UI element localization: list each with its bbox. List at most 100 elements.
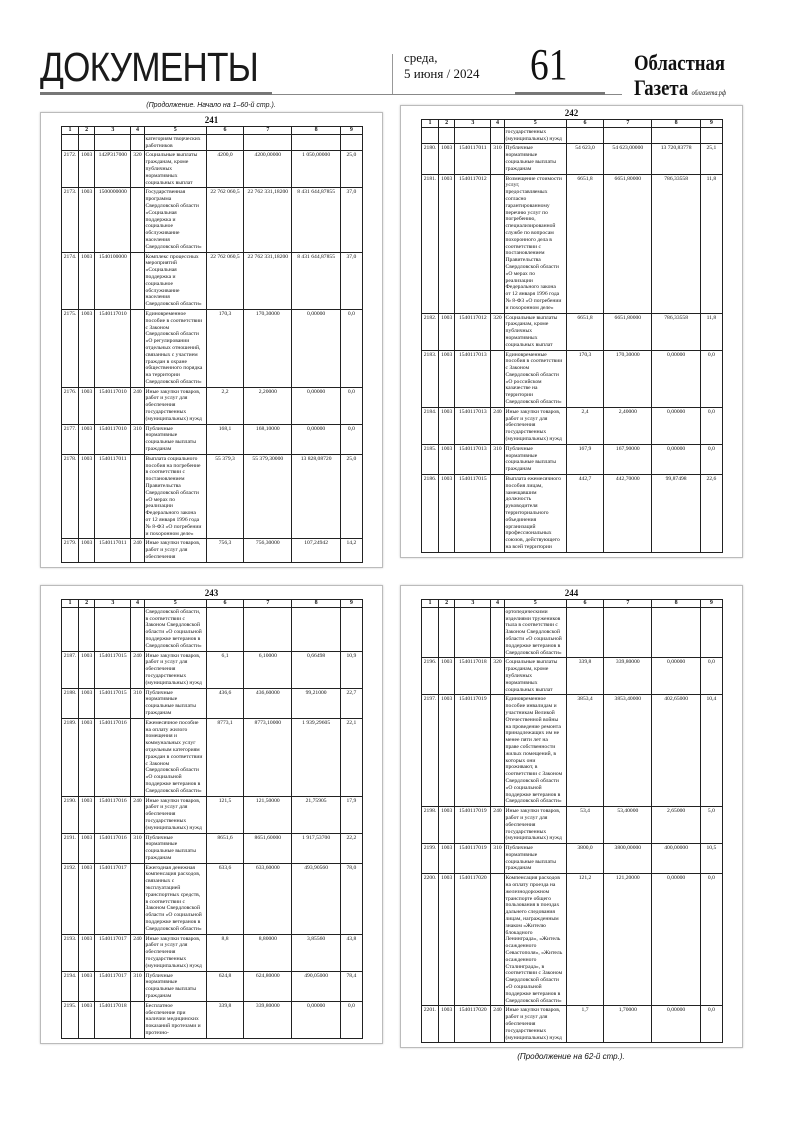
percent-executed-cell: 0,0 bbox=[339, 386, 364, 425]
row-number-cell: 2175. bbox=[60, 308, 80, 388]
approved-amount-cell: 436,60000 bbox=[243, 687, 293, 719]
description-cell: Иные закупки товаров, работ и услуг для … bbox=[143, 538, 207, 563]
column-header: 4 bbox=[130, 126, 145, 135]
column-header: 8 bbox=[291, 126, 341, 135]
section-code-cell: 1003 bbox=[78, 150, 96, 189]
planned-amount-cell bbox=[565, 126, 605, 145]
target-article-cell: 1540117011 bbox=[94, 453, 132, 540]
table-row: 2193. 1003 1540117017 240 Иные закупки товар… bbox=[60, 933, 364, 972]
percent-executed-cell bbox=[339, 133, 364, 152]
executed-amount-cell: 99,87498 bbox=[651, 474, 701, 553]
percent-executed-cell bbox=[699, 126, 724, 145]
planned-amount-cell: 167,9 bbox=[565, 443, 605, 476]
row-number-cell: 2197. bbox=[420, 694, 440, 808]
column-header: 4 bbox=[130, 599, 145, 608]
approved-amount-cell: 54 623,00000 bbox=[603, 143, 653, 175]
expense-type-cell: 240 bbox=[130, 538, 145, 563]
expense-type-cell bbox=[130, 606, 145, 652]
row-number-cell: 2193. bbox=[60, 933, 80, 972]
approved-amount-cell: 8,80000 bbox=[243, 933, 293, 972]
section-code-cell: 1003 bbox=[78, 832, 96, 864]
target-article-cell: 1540117015 bbox=[94, 650, 132, 689]
approved-amount-cell: 55 379,30000 bbox=[243, 453, 293, 540]
newspaper-logo: Областная Газета облгазета.рф bbox=[634, 50, 726, 100]
executed-amount-cell bbox=[291, 133, 341, 152]
percent-executed-cell: 10,4 bbox=[699, 694, 724, 808]
section-code-cell: 1003 bbox=[78, 187, 96, 253]
approved-amount-cell: 3800,00000 bbox=[603, 843, 653, 875]
percent-executed-cell: 22,6 bbox=[699, 474, 724, 553]
approved-amount-cell: 4200,00000 bbox=[243, 150, 293, 189]
executed-amount-cell: 0,00000 bbox=[291, 308, 341, 388]
target-article-cell: 1540117013 bbox=[454, 349, 492, 408]
executed-amount-cell: 0,00000 bbox=[651, 873, 701, 1007]
expense-type-cell bbox=[490, 873, 505, 1007]
document-page-242: 242 1 2 3 4 5 6 7 8 9 государственных (муниципальн… bbox=[400, 105, 743, 558]
column-header: 4 bbox=[490, 599, 505, 608]
executed-amount-cell: 107,24942 bbox=[291, 538, 341, 563]
table-row: государственных (муниципальных) нужд bbox=[420, 126, 724, 145]
expense-type-cell: 240 bbox=[130, 386, 145, 425]
executed-amount-cell bbox=[651, 606, 701, 659]
description-cell: Компенсация расходов на оплату проезда н… bbox=[503, 873, 567, 1007]
expense-type-cell bbox=[490, 694, 505, 808]
column-header: 1 bbox=[60, 599, 80, 608]
description-cell: ортопедическими изделиями тружеников тыл… bbox=[503, 606, 567, 659]
column-header: 7 bbox=[243, 126, 293, 135]
planned-amount-cell: 633,6 bbox=[205, 862, 245, 935]
row-number-cell bbox=[420, 126, 440, 145]
section-code-cell: 1003 bbox=[438, 1005, 456, 1044]
target-article-cell: 1540117019 bbox=[454, 806, 492, 845]
description-cell: Единовременное пособие инвалидам и участ… bbox=[503, 694, 567, 808]
table-row: 2198. 1003 1540117019 240 Иные закупки товар… bbox=[420, 806, 724, 845]
executed-amount-cell: 0,00000 bbox=[291, 1000, 341, 1039]
approved-amount-cell bbox=[243, 606, 293, 652]
approved-amount-cell: 6651,80000 bbox=[603, 173, 653, 314]
row-number-cell: 2195. bbox=[60, 1000, 80, 1039]
section-code-cell bbox=[78, 606, 96, 652]
approved-amount-cell bbox=[603, 126, 653, 145]
table-row: 2195. 1003 1540117018 Бесплатное обеспечени… bbox=[60, 1000, 364, 1039]
target-article-cell bbox=[454, 606, 492, 659]
row-number-cell: 2183. bbox=[420, 349, 440, 408]
column-header: 1 bbox=[420, 119, 440, 128]
document-page-243: 243 1 2 3 4 5 6 7 8 9 Свердловской области, в соот… bbox=[40, 585, 383, 1044]
table-row: 2180. 1003 1540117011 310 Публичные норматив… bbox=[420, 143, 724, 175]
row-number-cell: 2186. bbox=[420, 474, 440, 553]
section-code-cell: 1003 bbox=[78, 933, 96, 972]
expense-type-cell bbox=[490, 126, 505, 145]
table-row: 2190. 1003 1540117016 240 Иные закупки товар… bbox=[60, 795, 364, 834]
row-number-cell: 2199. bbox=[420, 843, 440, 875]
table-row: 2177. 1003 1540117010 310 Публичные норматив… bbox=[60, 423, 364, 455]
executed-amount-cell bbox=[291, 606, 341, 652]
target-article-cell bbox=[94, 133, 132, 152]
description-cell: Выплата социального пособия на погребени… bbox=[143, 453, 207, 540]
percent-executed-cell: 11,8 bbox=[699, 312, 724, 351]
executed-amount-cell: 1 939,29605 bbox=[291, 717, 341, 797]
percent-executed-cell: 78,0 bbox=[339, 862, 364, 935]
approved-amount-cell: 121,50000 bbox=[243, 795, 293, 834]
description-cell: Публичные нормативные социальные выплаты… bbox=[143, 832, 207, 864]
description-cell: Единовременное пособие в соответствии с … bbox=[143, 308, 207, 388]
planned-amount-cell: 339,8 bbox=[205, 1000, 245, 1039]
table-row: 2174. 1003 1540100000 Комплекс процессных м… bbox=[60, 251, 364, 310]
approved-amount-cell: 168,10000 bbox=[243, 423, 293, 455]
executed-amount-cell: 0,00000 bbox=[291, 423, 341, 455]
section-code-cell: 1003 bbox=[78, 650, 96, 689]
expense-type-cell: 240 bbox=[130, 933, 145, 972]
date: 5 июня / 2024 bbox=[404, 66, 480, 81]
approved-amount-cell: 633,60000 bbox=[243, 862, 293, 935]
expense-type-cell: 310 bbox=[130, 970, 145, 1002]
row-number-cell bbox=[60, 606, 80, 652]
row-number-cell: 2172. bbox=[60, 150, 80, 189]
approved-amount-cell: 442,70000 bbox=[603, 474, 653, 553]
executed-amount-cell: 21,75905 bbox=[291, 795, 341, 834]
percent-executed-cell bbox=[339, 606, 364, 652]
target-article-cell: 1540117011 bbox=[94, 538, 132, 563]
brand-site: облгазета.рф bbox=[691, 89, 727, 97]
section-code-cell: 1003 bbox=[78, 717, 96, 797]
row-number-cell: 2198. bbox=[420, 806, 440, 845]
planned-amount-cell: 22 762 060,5 bbox=[205, 251, 245, 310]
percent-executed-cell: 0,0 bbox=[699, 873, 724, 1007]
table-row: 2184. 1003 1540117013 240 Иные закупки товар… bbox=[420, 406, 724, 445]
